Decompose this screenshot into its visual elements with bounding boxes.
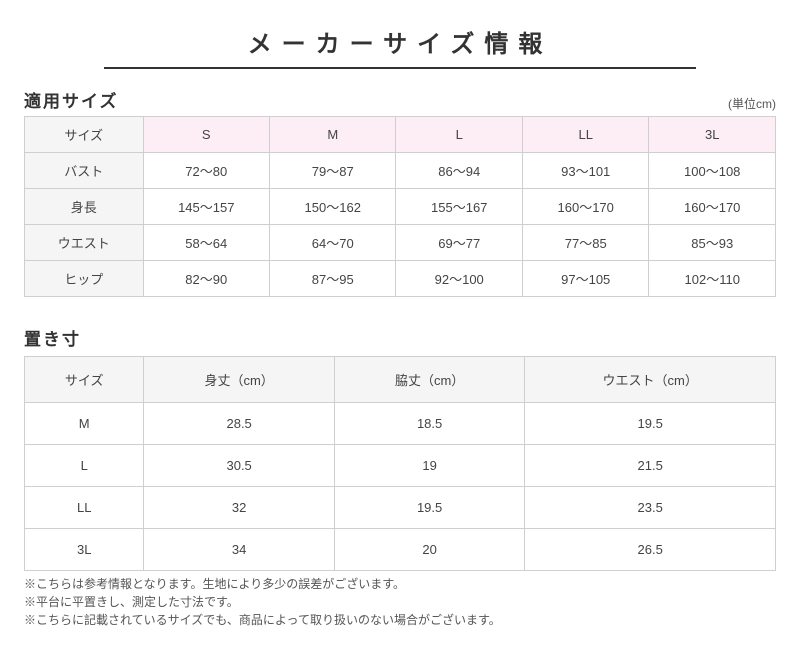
cell: 58〜64 <box>143 225 269 261</box>
applied-size-title: 適用サイズ <box>24 87 119 112</box>
cell: 20 <box>334 529 524 571</box>
cell: 21.5 <box>525 445 776 487</box>
okisun-title: 置き寸 <box>24 325 776 350</box>
cell: 97〜105 <box>522 261 648 297</box>
cell: 79〜87 <box>270 153 396 189</box>
cell: 160〜170 <box>649 189 776 225</box>
applied-size-l: L <box>396 117 522 153</box>
table-row: L 30.5 19 21.5 <box>25 445 776 487</box>
cell: 19.5 <box>525 403 776 445</box>
cell: 93〜101 <box>522 153 648 189</box>
table-row: バスト 72〜80 79〜87 86〜94 93〜101 100〜108 <box>25 153 776 189</box>
cell: 82〜90 <box>143 261 269 297</box>
cell: 32 <box>144 487 334 529</box>
cell: 34 <box>144 529 334 571</box>
okisun-table: サイズ 身丈（cm） 脇丈（cm） ウエスト（cm） M 28.5 18.5 1… <box>24 356 776 571</box>
cell: 77〜85 <box>522 225 648 261</box>
table-row: ウエスト 58〜64 64〜70 69〜77 77〜85 85〜93 <box>25 225 776 261</box>
cell: 3L <box>25 529 144 571</box>
row-label: ウエスト <box>25 225 144 261</box>
cell: LL <box>25 487 144 529</box>
cell: 100〜108 <box>649 153 776 189</box>
cell: 86〜94 <box>396 153 522 189</box>
okisun-col-waki: 脇丈（cm） <box>334 357 524 403</box>
table-row: 3L 34 20 26.5 <box>25 529 776 571</box>
cell: 19 <box>334 445 524 487</box>
okisun-header-row: サイズ 身丈（cm） 脇丈（cm） ウエスト（cm） <box>25 357 776 403</box>
cell: M <box>25 403 144 445</box>
cell: 102〜110 <box>649 261 776 297</box>
table-row: LL 32 19.5 23.5 <box>25 487 776 529</box>
cell: 23.5 <box>525 487 776 529</box>
okisun-section: 置き寸 サイズ 身丈（cm） 脇丈（cm） ウエスト（cm） M 28.5 18… <box>24 325 776 571</box>
table-row: 身長 145〜157 150〜162 155〜167 160〜170 160〜1… <box>25 189 776 225</box>
cell: 150〜162 <box>270 189 396 225</box>
applied-size-header-row: 適用サイズ (単位cm) <box>24 87 776 112</box>
cell: 64〜70 <box>270 225 396 261</box>
row-label: ヒップ <box>25 261 144 297</box>
cell: 18.5 <box>334 403 524 445</box>
cell: 72〜80 <box>143 153 269 189</box>
cell: 87〜95 <box>270 261 396 297</box>
cell: 69〜77 <box>396 225 522 261</box>
cell: 19.5 <box>334 487 524 529</box>
notes: ※こちらは参考情報となります。生地により多少の誤差がございます。 ※平台に平置き… <box>24 575 776 629</box>
okisun-col-waist: ウエスト（cm） <box>525 357 776 403</box>
cell: 92〜100 <box>396 261 522 297</box>
cell: L <box>25 445 144 487</box>
table-row: M 28.5 18.5 19.5 <box>25 403 776 445</box>
note-line: ※平台に平置きし、測定した寸法です。 <box>24 593 776 611</box>
row-label: バスト <box>25 153 144 189</box>
unit-label: (単位cm) <box>728 95 776 112</box>
applied-col-label: サイズ <box>25 117 144 153</box>
applied-size-s: S <box>143 117 269 153</box>
cell: 155〜167 <box>396 189 522 225</box>
cell: 160〜170 <box>522 189 648 225</box>
applied-size-3l: 3L <box>649 117 776 153</box>
okisun-col-size: サイズ <box>25 357 144 403</box>
row-label: 身長 <box>25 189 144 225</box>
note-line: ※こちらは参考情報となります。生地により多少の誤差がございます。 <box>24 575 776 593</box>
applied-size-m: M <box>270 117 396 153</box>
table-row: ヒップ 82〜90 87〜95 92〜100 97〜105 102〜110 <box>25 261 776 297</box>
applied-header-row: サイズ S M L LL 3L <box>25 117 776 153</box>
cell: 85〜93 <box>649 225 776 261</box>
okisun-col-mitake: 身丈（cm） <box>144 357 334 403</box>
cell: 28.5 <box>144 403 334 445</box>
cell: 26.5 <box>525 529 776 571</box>
note-line: ※こちらに記載されているサイズでも、商品によって取り扱いのない場合がございます。 <box>24 611 776 629</box>
applied-size-table: サイズ S M L LL 3L バスト 72〜80 79〜87 86〜94 93… <box>24 116 776 297</box>
cell: 30.5 <box>144 445 334 487</box>
page-title: メーカーサイズ情報 <box>104 24 696 69</box>
cell: 145〜157 <box>143 189 269 225</box>
applied-size-ll: LL <box>522 117 648 153</box>
